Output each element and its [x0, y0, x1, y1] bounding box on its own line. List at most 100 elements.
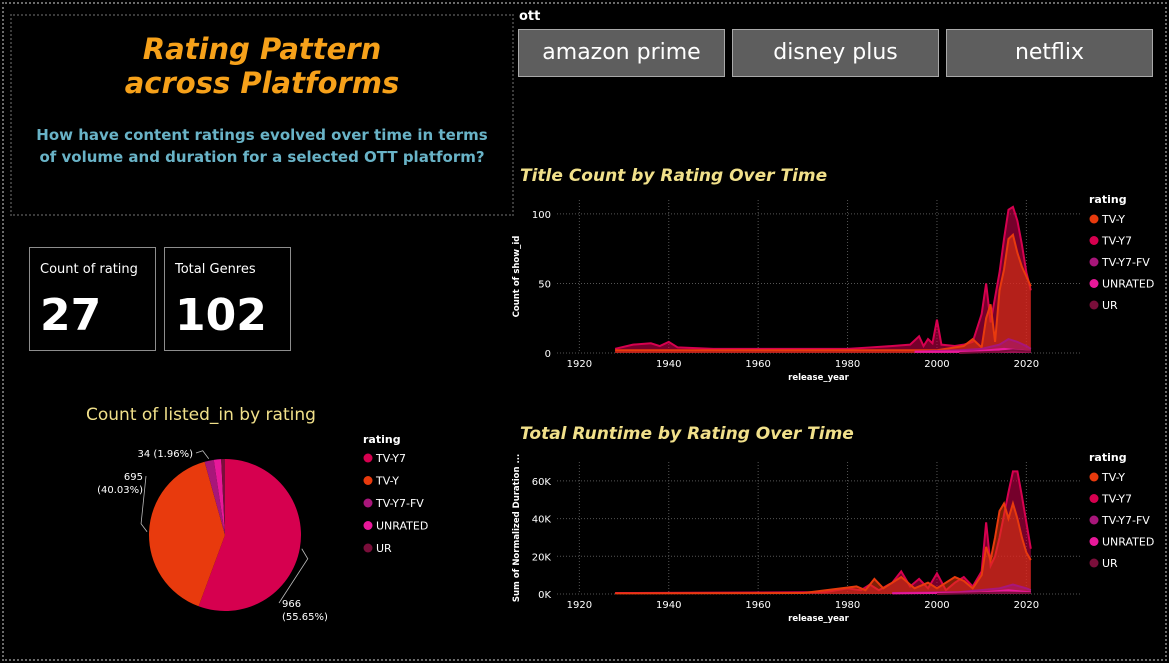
title-panel: Rating Pattern across Platforms How have… — [10, 14, 514, 216]
pie-slice-tv-y7-fv — [204, 459, 225, 535]
chart-title-total-runtime: Total Runtime by Rating Over Time — [520, 424, 854, 444]
legend-label: TV-Y — [1101, 213, 1125, 226]
legend-marker — [1089, 257, 1099, 267]
x-tick-label: 1980 — [835, 359, 860, 370]
legend-label: UNRATED — [1102, 278, 1154, 291]
chart-title-title-count: Title Count by Rating Over Time — [520, 166, 828, 186]
x-tick-label: 2020 — [1014, 359, 1039, 370]
pie-leader-line — [195, 450, 210, 459]
series-line-tv-y7-fv — [914, 338, 1032, 353]
x-tick-label: 1940 — [656, 600, 681, 611]
x-tick-label: 2000 — [924, 359, 949, 370]
series-area-tv-y — [615, 503, 1031, 594]
title-line-1: Rating Pattern — [142, 32, 382, 66]
y-tick-label: 50 — [538, 279, 551, 290]
pie-legend-label: TV-Y7 — [375, 452, 406, 465]
pie-legend-marker — [363, 521, 373, 530]
page-title: Rating Pattern across Platforms — [12, 32, 512, 100]
pie-chart-title: Count of listed_in by rating — [86, 405, 316, 425]
legend-marker — [1089, 515, 1099, 525]
legend-label: TV-Y7 — [1101, 493, 1132, 506]
pie-data-label-pct: (55.65%) — [282, 612, 328, 623]
series-area-tv-y7 — [615, 471, 1031, 594]
kpi-label: Total Genres — [175, 262, 256, 277]
kpi-value: 27 — [40, 290, 102, 341]
series-line-tv-y — [615, 232, 1032, 352]
legend-label: TV-Y — [1101, 471, 1125, 484]
pie-slice-ur — [221, 459, 225, 535]
x-tick-label: 1960 — [745, 600, 770, 611]
legend-label: TV-Y7-FV — [1101, 256, 1150, 269]
kpi-card-total-genres[interactable]: Total Genres 102 — [164, 247, 291, 351]
x-tick-label: 1920 — [567, 600, 592, 611]
pie-data-label: 34 (1.96%) — [138, 449, 194, 460]
pie-legend-marker — [363, 476, 373, 485]
series-line-tv-y7 — [614, 205, 1032, 350]
x-tick-label: 1920 — [567, 359, 592, 370]
kpi-card-count-of-rating[interactable]: Count of rating 27 — [29, 247, 156, 351]
y-tick-label: 0 — [545, 349, 551, 360]
kpi-label: Count of rating — [40, 262, 138, 277]
x-tick-label: 1960 — [745, 359, 770, 370]
pie-legend-label: TV-Y7-FV — [375, 497, 424, 510]
slicer-button-netflix[interactable]: netflix — [946, 29, 1153, 77]
series-area-tv-y7 — [615, 206, 1031, 353]
y-tick-label: 20K — [532, 552, 552, 563]
pie-legend-label: UNRATED — [376, 520, 428, 533]
title-line-2: across Platforms — [124, 66, 400, 100]
legend-marker — [1089, 537, 1099, 546]
legend-label: UR — [1102, 299, 1118, 312]
y-axis-title: Sum of Normalized Duration ... — [512, 454, 522, 602]
legend-marker — [1089, 472, 1099, 482]
series-line-ur — [936, 591, 1031, 595]
pie-legend-label: TV-Y — [375, 475, 399, 488]
series-line-ur — [959, 349, 1031, 354]
y-tick-label: 100 — [532, 210, 551, 221]
slicer-button-disney-plus[interactable]: disney plus — [732, 29, 939, 77]
question-text: How have content ratings evolved over ti… — [36, 126, 488, 166]
pie-legend-marker — [363, 453, 373, 463]
legend-label: TV-Y7 — [1101, 235, 1132, 248]
x-axis-title: release_year — [788, 614, 849, 624]
legend-title: rating — [1089, 193, 1127, 206]
legend-marker — [1089, 558, 1099, 568]
legend-title: rating — [1089, 451, 1127, 464]
y-tick-label: 60K — [532, 477, 552, 488]
pie-legend-title: rating — [363, 433, 401, 446]
pie-leader-line — [278, 548, 309, 604]
x-tick-label: 1940 — [656, 359, 681, 370]
x-tick-label: 2020 — [1014, 600, 1039, 611]
legend-marker — [1089, 300, 1099, 310]
legend-marker — [1089, 236, 1099, 245]
legend-label: UR — [1102, 557, 1118, 570]
x-tick-label: 1980 — [835, 600, 860, 611]
pie-legend-marker — [363, 498, 373, 508]
pie-data-label-pct: (40.03%) — [97, 485, 143, 496]
series-line-tv-y — [615, 499, 1032, 595]
y-tick-label: 40K — [532, 515, 552, 526]
pie-slice-tv-y — [149, 461, 225, 607]
x-tick-label: 2000 — [924, 600, 949, 611]
pie-legend-label: UR — [376, 542, 392, 555]
legend-marker — [1089, 494, 1099, 503]
y-axis-title: Count of show_id — [512, 236, 522, 318]
pie-slice-tv-y7 — [198, 459, 301, 611]
series-line-tv-y7 — [615, 470, 1032, 595]
legend-label: UNRATED — [1102, 536, 1154, 549]
legend-marker — [1089, 279, 1099, 288]
pie-slice-unrated — [213, 459, 225, 535]
pie-legend-marker — [363, 543, 373, 553]
y-tick-label: 0K — [538, 590, 551, 601]
pie-leader-line — [140, 475, 148, 532]
legend-marker — [1089, 214, 1099, 224]
kpi-value: 102 — [175, 290, 267, 341]
x-axis-title: release_year — [788, 373, 849, 383]
series-area-tv-y — [615, 234, 1031, 353]
legend-label: TV-Y7-FV — [1101, 514, 1150, 527]
slicer-title: ott — [519, 9, 541, 24]
slicer-button-amazon-prime[interactable]: amazon prime — [518, 29, 725, 77]
pie-data-label: 695 — [124, 472, 143, 483]
series-line-unrated — [892, 589, 1031, 595]
